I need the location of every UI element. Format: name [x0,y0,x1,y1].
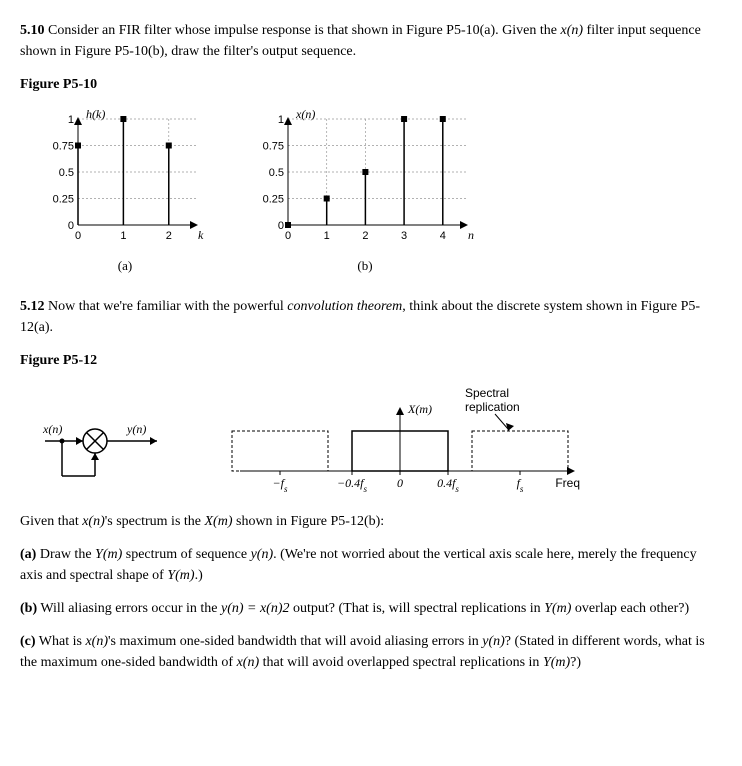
part-c: (c) What is x(n)'s maximum one-sided ban… [20,631,722,673]
svg-text:−fs: −fs [273,476,288,494]
problem-number: 5.10 [20,23,45,38]
svg-text:1: 1 [324,230,330,242]
svg-text:2: 2 [362,230,368,242]
svg-text:0.25: 0.25 [53,194,74,206]
svg-text:0.5: 0.5 [269,167,284,179]
svg-text:1: 1 [120,230,126,242]
svg-text:h(k): h(k) [86,107,105,121]
svg-text:0: 0 [278,220,284,232]
svg-text:0: 0 [397,476,403,490]
svg-text:3: 3 [401,230,407,242]
svg-text:0: 0 [68,220,74,232]
stem-plot-hk: 0.25 0.5 0.75 1 0 1 2 0 h(k) k [40,105,210,245]
svg-text:X(m): X(m) [407,402,432,416]
svg-text:0.25: 0.25 [263,194,284,206]
problem-5-10-statement: 5.10 Consider an FIR filter whose impuls… [20,20,722,62]
svg-text:0.4fs: 0.4fs [437,476,459,494]
svg-text:4: 4 [440,230,446,242]
svg-text:2: 2 [166,230,172,242]
svg-text:n: n [468,228,474,242]
plot-b-container: 0.25 0.5 0.75 1 0 1 2 3 4 0 x(n) n (b) [250,105,480,276]
stem-plot-xn: 0.25 0.5 0.75 1 0 1 2 3 4 0 x(n) n [250,105,480,245]
plot-a-caption: (a) [40,256,210,276]
svg-text:1: 1 [278,114,284,126]
svg-text:Freq: Freq [555,476,580,490]
block-diagram: x(n) y(n) [40,411,180,501]
svg-text:x(n): x(n) [295,107,315,121]
plot-a-container: 0.25 0.5 0.75 1 0 1 2 0 h(k) k (a) [40,105,210,276]
svg-text:0: 0 [75,230,81,242]
svg-text:Spectral: Spectral [465,386,509,400]
figure-p510-title: Figure P5-10 [20,74,722,95]
part-b: (b) Will aliasing errors occur in the y(… [20,598,722,619]
svg-text:y(n): y(n) [126,422,146,436]
svg-text:1: 1 [68,114,74,126]
svg-text:0.75: 0.75 [263,141,284,153]
spectrum-plot: X(m) Spectralreplication −fs −0.4fs 0 0.4fs fs… [230,381,590,501]
part-a: (a) Draw the Y(m) spectrum of sequence y… [20,544,722,586]
svg-text:replication: replication [465,400,520,414]
svg-text:0.5: 0.5 [59,167,74,179]
svg-text:0.75: 0.75 [53,141,74,153]
figure-p512: x(n) y(n) X(m) Spectralreplication −fs −0.4f… [40,381,722,501]
svg-text:0: 0 [285,230,291,242]
figure-p510: 0.25 0.5 0.75 1 0 1 2 0 h(k) k (a) 0.25 0.5 0.75 1 0 1… [40,105,722,276]
svg-text:x(n): x(n) [42,422,62,436]
figure-p512-title: Figure P5-12 [20,350,722,371]
given-text: Given that x(n)'s spectrum is the X(m) s… [20,511,722,532]
plot-b-caption: (b) [250,256,480,276]
problem-number: 5.12 [20,299,45,314]
svg-text:k: k [198,228,204,242]
svg-text:fs: fs [517,476,524,494]
svg-text:−0.4fs: −0.4fs [337,476,367,494]
problem-5-12-statement: 5.12 Now that we're familiar with the po… [20,296,722,338]
